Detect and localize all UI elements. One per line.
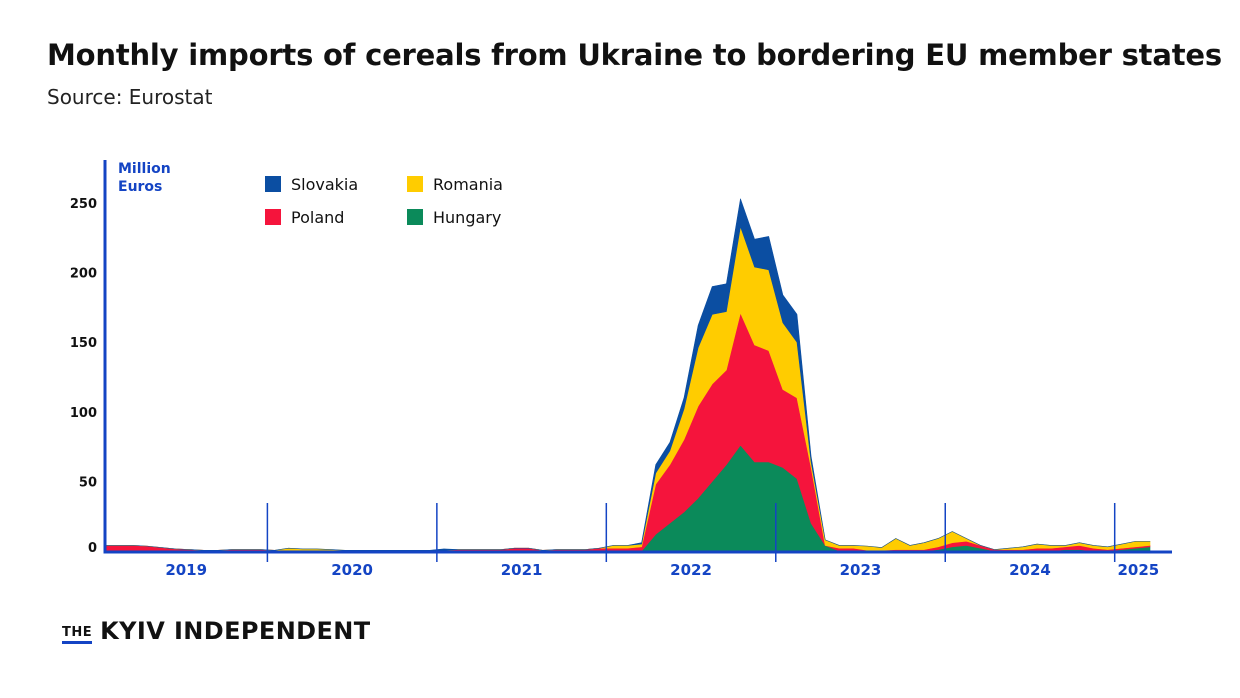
- legend-swatch-slovakia: [265, 176, 281, 192]
- area-layer: [104, 198, 1151, 552]
- x-label-2024: 2024: [1009, 561, 1051, 579]
- y-tick-0: 0: [88, 541, 97, 556]
- y-axis-label: Million Euros: [118, 161, 171, 195]
- y-tick-250: 250: [70, 197, 97, 212]
- x-label-2023: 2023: [840, 561, 882, 579]
- x-label-2021: 2021: [501, 561, 543, 579]
- legend-label-slovakia: Slovakia: [291, 175, 358, 194]
- x-label-2019: 2019: [165, 561, 207, 579]
- brand-prefix: THE: [62, 626, 93, 644]
- chart-subtitle: Source: Eurostat: [47, 85, 213, 109]
- chart-title: Monthly imports of cereals from Ukraine …: [47, 38, 1222, 72]
- x-label-2025: 2025: [1117, 561, 1159, 579]
- y-tick-labels: 0 50 100 150 200 250: [70, 197, 97, 556]
- y-tick-50: 50: [79, 475, 97, 490]
- brand-logo: THE KYIV INDEPENDENT: [62, 618, 371, 644]
- legend-label-poland: Poland: [291, 208, 344, 227]
- y-tick-200: 200: [70, 267, 97, 282]
- brand-name: KYIV INDEPENDENT: [100, 617, 371, 645]
- x-year-labels: 2019 2020 2021 2022 2023 2024 2025: [165, 561, 1159, 579]
- area-poland: [104, 312, 1151, 552]
- y-tick-150: 150: [70, 336, 97, 351]
- area-hungary: [104, 444, 1151, 552]
- area-romania: [104, 226, 1151, 551]
- x-label-2020: 2020: [331, 561, 373, 579]
- area-slovakia: [104, 198, 1151, 551]
- y-tick-100: 100: [70, 406, 97, 421]
- y-axis-label-line-2: Euros: [118, 179, 162, 195]
- axes: [103, 160, 1172, 562]
- legend-swatch-romania: [407, 176, 423, 192]
- y-axis-label-line-1: Million: [118, 161, 171, 177]
- legend-label-hungary: Hungary: [433, 208, 501, 227]
- x-label-2022: 2022: [670, 561, 712, 579]
- legend-swatch-poland: [265, 209, 281, 225]
- legend-item-romania: Romania: [407, 175, 503, 194]
- legend-label-romania: Romania: [433, 175, 503, 194]
- legend: Slovakia Romania Poland Hungary: [265, 175, 503, 227]
- legend-item-slovakia: Slovakia: [265, 175, 358, 194]
- legend-item-poland: Poland: [265, 208, 344, 227]
- legend-item-hungary: Hungary: [407, 208, 501, 227]
- legend-swatch-hungary: [407, 209, 423, 225]
